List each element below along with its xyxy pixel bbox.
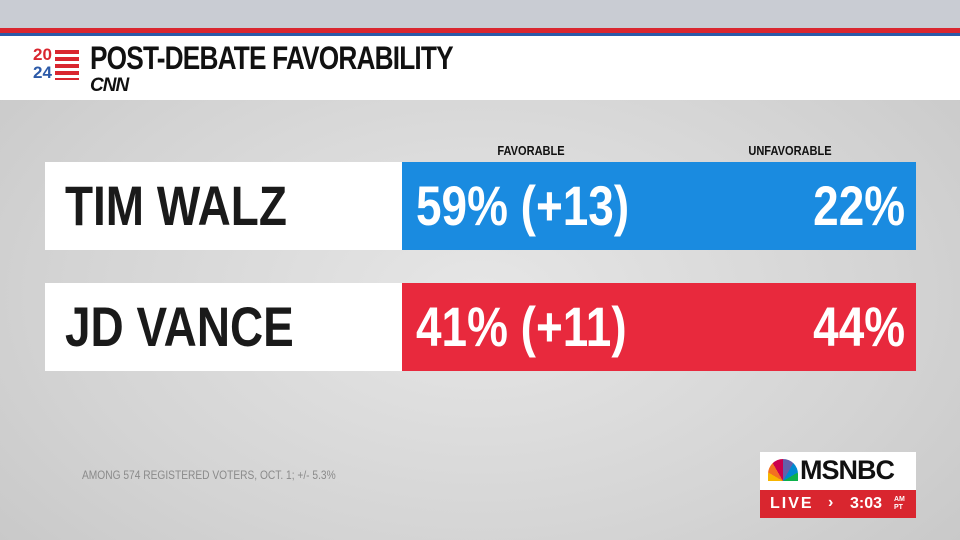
live-zone: PT bbox=[894, 504, 903, 511]
value-box bbox=[402, 162, 916, 250]
title: POST-DEBATE FAVORABILITY bbox=[90, 40, 454, 76]
live-arrow: › bbox=[828, 494, 834, 511]
header-band bbox=[0, 36, 960, 100]
name-box bbox=[45, 162, 402, 250]
value-box bbox=[402, 283, 916, 371]
logo-year-top: 20 bbox=[33, 45, 52, 64]
peacock-icon bbox=[768, 459, 798, 481]
unfavorable-value: 22% bbox=[813, 174, 905, 237]
footnote: AMONG 574 REGISTERED VOTERS, OCT. 1; +/-… bbox=[82, 468, 336, 482]
logo-year-bottom: 24 bbox=[33, 63, 52, 82]
column-header: UNFAVORABLE bbox=[748, 143, 832, 158]
live-bar bbox=[760, 490, 916, 518]
candidate-name: JD VANCE bbox=[65, 295, 294, 358]
logo-flag bbox=[55, 50, 79, 80]
bug-network: MSNBC bbox=[800, 455, 895, 485]
network-logo: CNN bbox=[90, 75, 129, 96]
favorable-value: 41% (+11) bbox=[416, 295, 627, 358]
live-time: 3:03 bbox=[850, 495, 883, 512]
unfavorable-value: 44% bbox=[813, 295, 905, 358]
name-box bbox=[45, 283, 402, 371]
column-header: FAVORABLE bbox=[497, 143, 565, 158]
blue-stripe bbox=[0, 33, 960, 36]
live-ampm: AM bbox=[894, 496, 905, 503]
red-stripe bbox=[0, 28, 960, 33]
candidate-name: TIM WALZ bbox=[65, 174, 287, 237]
live-label: LIVE bbox=[770, 495, 814, 512]
top-bar bbox=[0, 0, 960, 28]
favorable-value: 59% (+13) bbox=[416, 174, 630, 237]
